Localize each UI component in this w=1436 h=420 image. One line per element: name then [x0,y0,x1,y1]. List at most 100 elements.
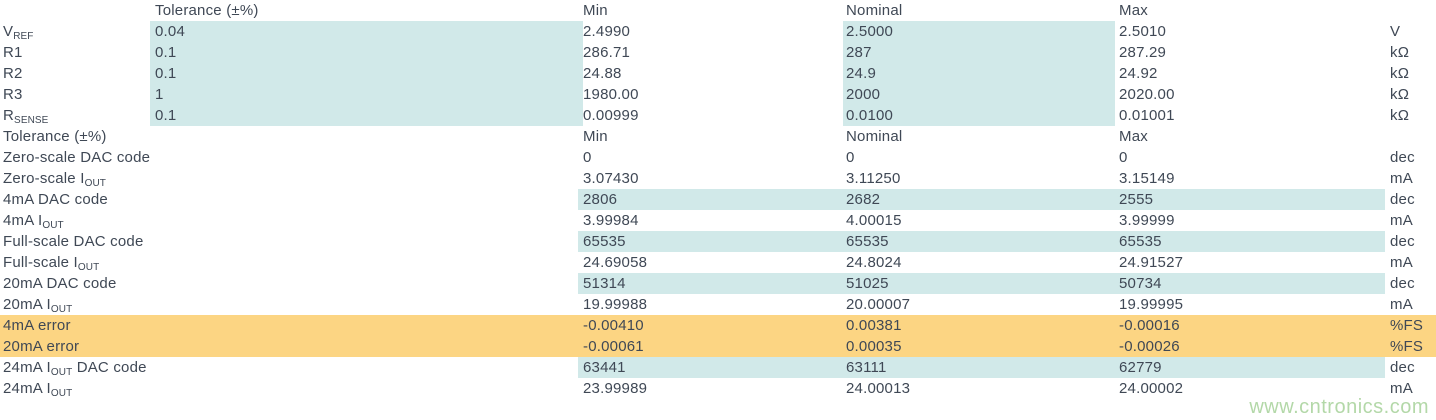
cell-min: 19.99988 [583,296,648,313]
cell-min: 2806 [578,189,846,210]
cell-max: 2.5010 [1119,23,1167,40]
table-header-row: Tolerance (±%) Min Nominal Max [0,126,1436,147]
cell-unit: %FS [1390,338,1424,355]
row-label: 4mA IOUT [3,212,64,231]
table-row: VREF 0.04 2.4990 2.5000 2.5010 V [0,21,1436,42]
cell-max: 65535 [1119,231,1385,252]
cell-unit: dec [1390,233,1415,250]
cell-nominal: 24.9 [843,63,1115,84]
label-subscript: REF [13,31,34,42]
cell-nominal: 0.00035 [846,338,902,355]
cell-nominal: 2682 [846,189,1119,210]
cell-unit: %FS [1390,317,1424,334]
row-label: RSENSE [3,107,49,126]
cell-unit: kΩ [1390,86,1410,103]
cell-nominal: 3.11250 [846,170,901,187]
row-label: Zero-scale DAC code [3,149,151,166]
cell-nominal: 4.00015 [846,212,902,229]
cell-tolerance: 1 [150,84,583,105]
table-row: Zero-scale DAC code 0 0 0 dec [0,147,1436,168]
cell-min: 23.99989 [583,380,648,397]
cell-nominal: 0.0100 [843,105,1115,126]
label-subscript: SENSE [14,115,49,126]
header-tolerance: Tolerance (±%) [3,128,107,145]
cell-unit: dec [1390,191,1415,208]
cell-unit: kΩ [1390,107,1410,124]
header-empty [0,0,155,21]
cell-nominal: 2000 [843,84,1115,105]
cell-min: 286.71 [583,44,631,61]
cell-max: 0.01001 [1119,107,1175,124]
cell-min: 0 [583,149,592,166]
label-subscript: OUT [77,262,100,273]
cell-unit: mA [1390,212,1413,229]
cell-nominal: 63111 [846,357,1119,378]
cell-nominal: 24.8024 [846,254,902,271]
cell-min: 51314 [578,273,846,294]
cell-min: 24.69058 [583,254,648,271]
table-row: Full-scale IOUT 24.69058 24.8024 24.91527 mA [0,252,1436,273]
cell-unit: kΩ [1390,44,1410,61]
cell-unit: mA [1390,254,1413,271]
cell-max: 24.91527 [1119,254,1184,271]
header-unit [1390,126,1436,147]
cell-min: -0.00061 [583,338,644,355]
cell-tolerance: 0.1 [150,105,583,126]
watermark: www.cntronics.com [1249,396,1429,418]
cell-min: -0.00410 [583,317,644,334]
cell-nominal: 287 [843,42,1115,63]
table-row: R1 0.1 286.71 287 287.29 kΩ [0,42,1436,63]
cell-min: 65535 [578,231,846,252]
cell-tolerance: 0.1 [150,63,583,84]
table-row: RSENSE 0.1 0.00999 0.0100 0.01001 kΩ [0,105,1436,126]
cell-nominal: 0 [846,149,855,166]
row-label: R2 [3,65,23,82]
row-label: 4mA DAC code [3,191,108,208]
row-label: R1 [3,44,23,61]
cell-max: 2555 [1119,189,1385,210]
cell-unit: dec [1390,359,1415,376]
cell-nominal: 20.00007 [846,296,911,313]
label-subscript: OUT [84,178,107,189]
cell-unit: dec [1390,275,1415,292]
cell-nominal: 65535 [846,231,1119,252]
cell-nominal: 2.5000 [843,21,1115,42]
cell-max: 50734 [1119,273,1385,294]
cell-nominal: 51025 [846,273,1119,294]
table-row: 20mA DAC code 51314 51025 50734 dec [0,273,1436,294]
label-subscript: OUT [50,367,73,378]
row-label: 20mA error [3,338,80,355]
row-label: 20mA DAC code [3,275,117,292]
row-label: Full-scale DAC code [3,233,144,250]
row-label: Full-scale IOUT [3,254,100,273]
cell-unit: mA [1390,170,1413,187]
cell-max: 3.15149 [1119,170,1175,187]
cell-min: 24.88 [583,65,622,82]
cell-max: -0.00026 [1119,338,1180,355]
table-row: 24mA IOUT 23.99989 24.00013 24.00002 mA [0,378,1436,399]
cell-min: 3.99984 [583,212,639,229]
table-row: 4mA DAC code 2806 2682 2555 dec [0,189,1436,210]
header-nominal: Nominal [846,128,903,145]
cell-max: 62779 [1119,357,1385,378]
table-row: Zero-scale IOUT 3.07430 3.11250 3.15149 mA [0,168,1436,189]
cell-tolerance: 0.1 [150,42,583,63]
header-tolerance: Tolerance (±%) [155,2,259,19]
header-max: Max [1119,128,1148,145]
header-max: Max [1119,2,1148,19]
cell-min: 2.4990 [583,23,631,40]
table-row: R2 0.1 24.88 24.9 24.92 kΩ [0,63,1436,84]
table-row: Full-scale DAC code 65535 65535 65535 dec [0,231,1436,252]
table-row: 24mA IOUT DAC code 63441 63111 62779 dec [0,357,1436,378]
cell-min: 63441 [578,357,846,378]
cell-max: -0.00016 [1119,317,1180,334]
cell-max: 287.29 [1119,44,1167,61]
cell-unit: mA [1390,296,1413,313]
cell-max: 19.99995 [1119,296,1184,313]
cell-nominal: 24.00013 [846,380,911,397]
header-min: Min [583,128,608,145]
cell-max: 2020.00 [1119,86,1175,103]
cell-unit: V [1390,23,1401,40]
cell-nominal: 0.00381 [846,317,902,334]
